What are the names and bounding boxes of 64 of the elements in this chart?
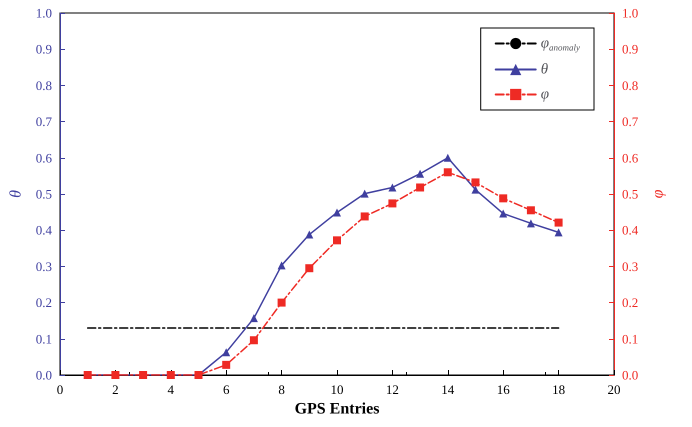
x-tick-label: 20: [608, 382, 620, 397]
point: [416, 170, 424, 178]
point: [333, 208, 341, 216]
y-tick-label: 0.6: [36, 150, 52, 166]
x-axis-title: GPS Entries: [294, 400, 380, 418]
point: [250, 314, 258, 322]
point: [554, 228, 563, 236]
x-tick-label: 18: [552, 382, 566, 397]
point: [333, 236, 341, 244]
y-tick-label: 1.0: [36, 6, 52, 20]
y-tick-label: 0.2: [36, 295, 52, 310]
y2-axis-title: φ: [650, 189, 666, 198]
y-axis-title: θ: [8, 190, 24, 198]
point: [278, 261, 286, 270]
y2-tick-label: 0.2: [622, 295, 638, 310]
point: [499, 210, 508, 218]
point: [444, 168, 452, 176]
y2-tick-label: 1.0: [622, 6, 638, 20]
legend-label: φ: [540, 86, 550, 102]
x-tick-label: 16: [496, 382, 510, 397]
x-tick-label: 0: [56, 382, 64, 397]
point: [360, 190, 369, 198]
y-tick-label: 0.3: [36, 258, 52, 274]
y-tick-label: 0.7: [36, 114, 52, 130]
x-tick-label: 2: [112, 382, 119, 397]
y2-tick-label: 0.3: [622, 258, 638, 274]
x-tick-label: 10: [330, 382, 344, 397]
y-tick-label: 0.9: [36, 42, 52, 57]
x-tick-label: 4: [168, 382, 175, 397]
point: [472, 186, 480, 194]
point: [222, 360, 230, 369]
y2-tick-label: 0.9: [622, 42, 638, 57]
x-tick-label: 6: [222, 382, 230, 397]
point: [416, 183, 424, 192]
y-tick-label: 0.5: [36, 186, 52, 202]
y2-tick-label: 0.0: [622, 368, 638, 382]
point: [305, 264, 314, 272]
point: [444, 154, 452, 162]
point: [472, 178, 480, 186]
point: [554, 218, 563, 227]
y2-tick-label: 0.8: [622, 78, 638, 93]
point: [388, 183, 396, 192]
point: [526, 206, 535, 214]
point: [499, 194, 508, 202]
point: [222, 348, 230, 356]
y2-tick-label: 0.5: [622, 186, 638, 202]
x-tick-label: 12: [386, 382, 399, 397]
point: [278, 298, 286, 307]
y-tick-label: 0.1: [36, 331, 52, 346]
y2-tick-label: 0.6: [622, 150, 639, 166]
legend-label: θ: [540, 62, 549, 78]
point: [388, 199, 396, 208]
y-tick-label: 0.4: [36, 222, 52, 238]
y2-tick-label: 0.7: [622, 114, 639, 130]
y-tick-label: 0.0: [36, 368, 52, 382]
y2-tick-label: 0.4: [622, 222, 639, 238]
x-tick-label: 8: [278, 382, 285, 397]
y-tick-label: 0.8: [36, 78, 52, 93]
point: [305, 230, 314, 239]
point: [526, 219, 535, 228]
x-tick-label: 14: [441, 382, 455, 397]
point: [360, 212, 369, 220]
y2-tick-label: 0.1: [622, 331, 638, 346]
point: [250, 336, 258, 344]
